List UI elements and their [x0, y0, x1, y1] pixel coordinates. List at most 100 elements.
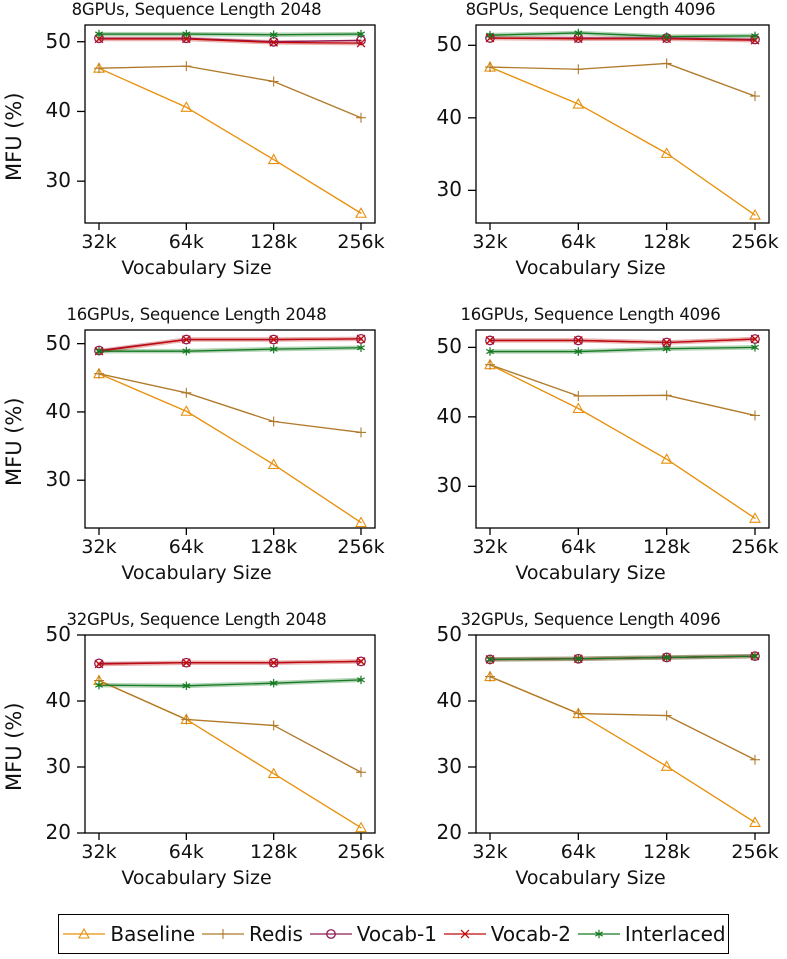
series-line: [98, 679, 362, 829]
y-tick-label: 40: [436, 403, 462, 428]
panel-title: 16GPUs, Sequence Length 2048: [66, 305, 327, 324]
y-tick-label: 20: [45, 820, 71, 844]
x-tick-label: 64k: [560, 536, 596, 558]
y-tick-label: 50: [45, 330, 71, 355]
panel-title: 8GPUs, Sequence Length 2048: [71, 0, 322, 19]
legend-item[interactable]: Vocab-1: [308, 922, 437, 946]
x-tick-label: 256k: [731, 841, 779, 863]
chart-panel: 16GPUs, Sequence Length 4096 30 40 50 32k 64…: [394, 305, 787, 605]
x-tick-label: 64k: [168, 231, 204, 253]
plot-area: [77, 24, 376, 230]
legend-label: Interlaced: [624, 922, 726, 946]
x-axis-label: Vocabulary Size: [515, 257, 666, 279]
y-tick-label: 50: [436, 622, 462, 646]
cross-marker-icon: [443, 929, 486, 939]
x-tick-label: 64k: [560, 841, 596, 863]
legend-label: Redis: [248, 922, 303, 946]
x-axis-label: Vocabulary Size: [121, 867, 272, 889]
x-tick-label: 256k: [731, 231, 779, 253]
x-tick-label: 32k: [81, 841, 117, 863]
y-tick-label: 30: [436, 473, 462, 498]
x-axis-label: Vocabulary Size: [121, 562, 272, 584]
series-line: [98, 679, 362, 773]
x-tick-label: 64k: [168, 841, 204, 863]
x-tick-label: 256k: [731, 536, 779, 558]
x-tick-label: 32k: [81, 231, 117, 253]
y-tick-label: 50: [45, 28, 71, 53]
series-line: [489, 364, 756, 519]
chart-panel: 8GPUs, Sequence Length 4096 30 40 50 32k 64k…: [394, 0, 787, 300]
panel-title: 32GPUs, Sequence Length 2048: [66, 610, 327, 629]
plot-area: [468, 634, 770, 840]
x-tick-label: 256k: [337, 536, 385, 558]
y-tick-label: 30: [45, 168, 71, 193]
series-line: [489, 346, 756, 353]
x-tick-label: 128k: [643, 841, 691, 863]
series-line: [98, 660, 362, 665]
x-tick-label: 32k: [472, 536, 508, 558]
panel-title: 32GPUs, Sequence Length 4096: [460, 610, 721, 629]
series-line: [489, 66, 756, 216]
y-tick-label: 50: [436, 334, 462, 359]
x-tick-label: 32k: [472, 841, 508, 863]
legend-item[interactable]: Redis: [200, 922, 303, 946]
series-line: [98, 38, 362, 44]
x-tick-label: 128k: [643, 536, 691, 558]
series-line: [98, 65, 362, 119]
y-axis-label: MFU (%): [2, 397, 26, 487]
series-line: [98, 33, 362, 36]
chart-panel: 8GPUs, Sequence Length 2048 MFU (%) 30 40…: [0, 0, 393, 300]
legend-label: Vocab-1: [356, 922, 437, 946]
y-tick-label: 50: [436, 32, 462, 57]
x-axis-label: Vocabulary Size: [515, 867, 666, 889]
y-tick-label: 40: [45, 98, 71, 123]
circle-marker-icon: [309, 929, 352, 939]
legend-label: Vocab-2: [490, 922, 572, 946]
series-line: [98, 679, 362, 687]
y-tick-label: 40: [45, 398, 71, 423]
x-tick-label: 32k: [472, 231, 508, 253]
y-tick-label: 30: [45, 754, 71, 778]
asterisk-marker-icon: [577, 929, 620, 939]
series-line: [98, 347, 362, 352]
series-line: [98, 67, 362, 214]
y-tick-label: 50: [45, 622, 71, 646]
series-line: [98, 373, 362, 524]
series-line: [489, 37, 756, 41]
series-line: [98, 373, 362, 434]
series-line: [489, 62, 756, 97]
y-tick-label: 40: [45, 688, 71, 712]
chart-panel: 16GPUs, Sequence Length 2048 MFU (%) 30 4…: [0, 305, 393, 605]
plot-area: [468, 329, 770, 535]
legend-label: Baseline: [110, 922, 196, 946]
plus-marker-icon: [201, 929, 244, 939]
y-tick-label: 30: [45, 467, 71, 492]
y-tick-label: 20: [436, 820, 462, 844]
x-tick-label: 128k: [250, 231, 298, 253]
panel-title: 16GPUs, Sequence Length 4096: [460, 305, 721, 324]
x-tick-label: 256k: [337, 231, 385, 253]
series-line: [489, 675, 756, 824]
x-tick-label: 32k: [81, 536, 117, 558]
series-line: [489, 675, 756, 761]
legend-item[interactable]: Interlaced: [576, 922, 726, 946]
y-tick-label: 30: [436, 177, 462, 202]
series-line: [489, 32, 756, 38]
series-line: [489, 655, 756, 661]
legend-item[interactable]: Vocab-2: [442, 922, 571, 946]
series-line: [98, 338, 362, 352]
x-tick-label: 128k: [250, 841, 298, 863]
y-tick-label: 40: [436, 688, 462, 712]
x-axis-label: Vocabulary Size: [121, 257, 272, 279]
x-axis-label: Vocabulary Size: [515, 562, 666, 584]
series-line: [489, 338, 756, 344]
chart-panel: 32GPUs, Sequence Length 2048 MFU (%) 20 3…: [0, 610, 393, 910]
legend-item[interactable]: Baseline: [61, 922, 195, 946]
x-tick-label: 128k: [250, 536, 298, 558]
x-tick-label: 64k: [560, 231, 596, 253]
plot-area: [468, 24, 770, 230]
x-tick-label: 64k: [168, 536, 204, 558]
x-tick-label: 128k: [643, 231, 691, 253]
series-line: [489, 364, 756, 417]
